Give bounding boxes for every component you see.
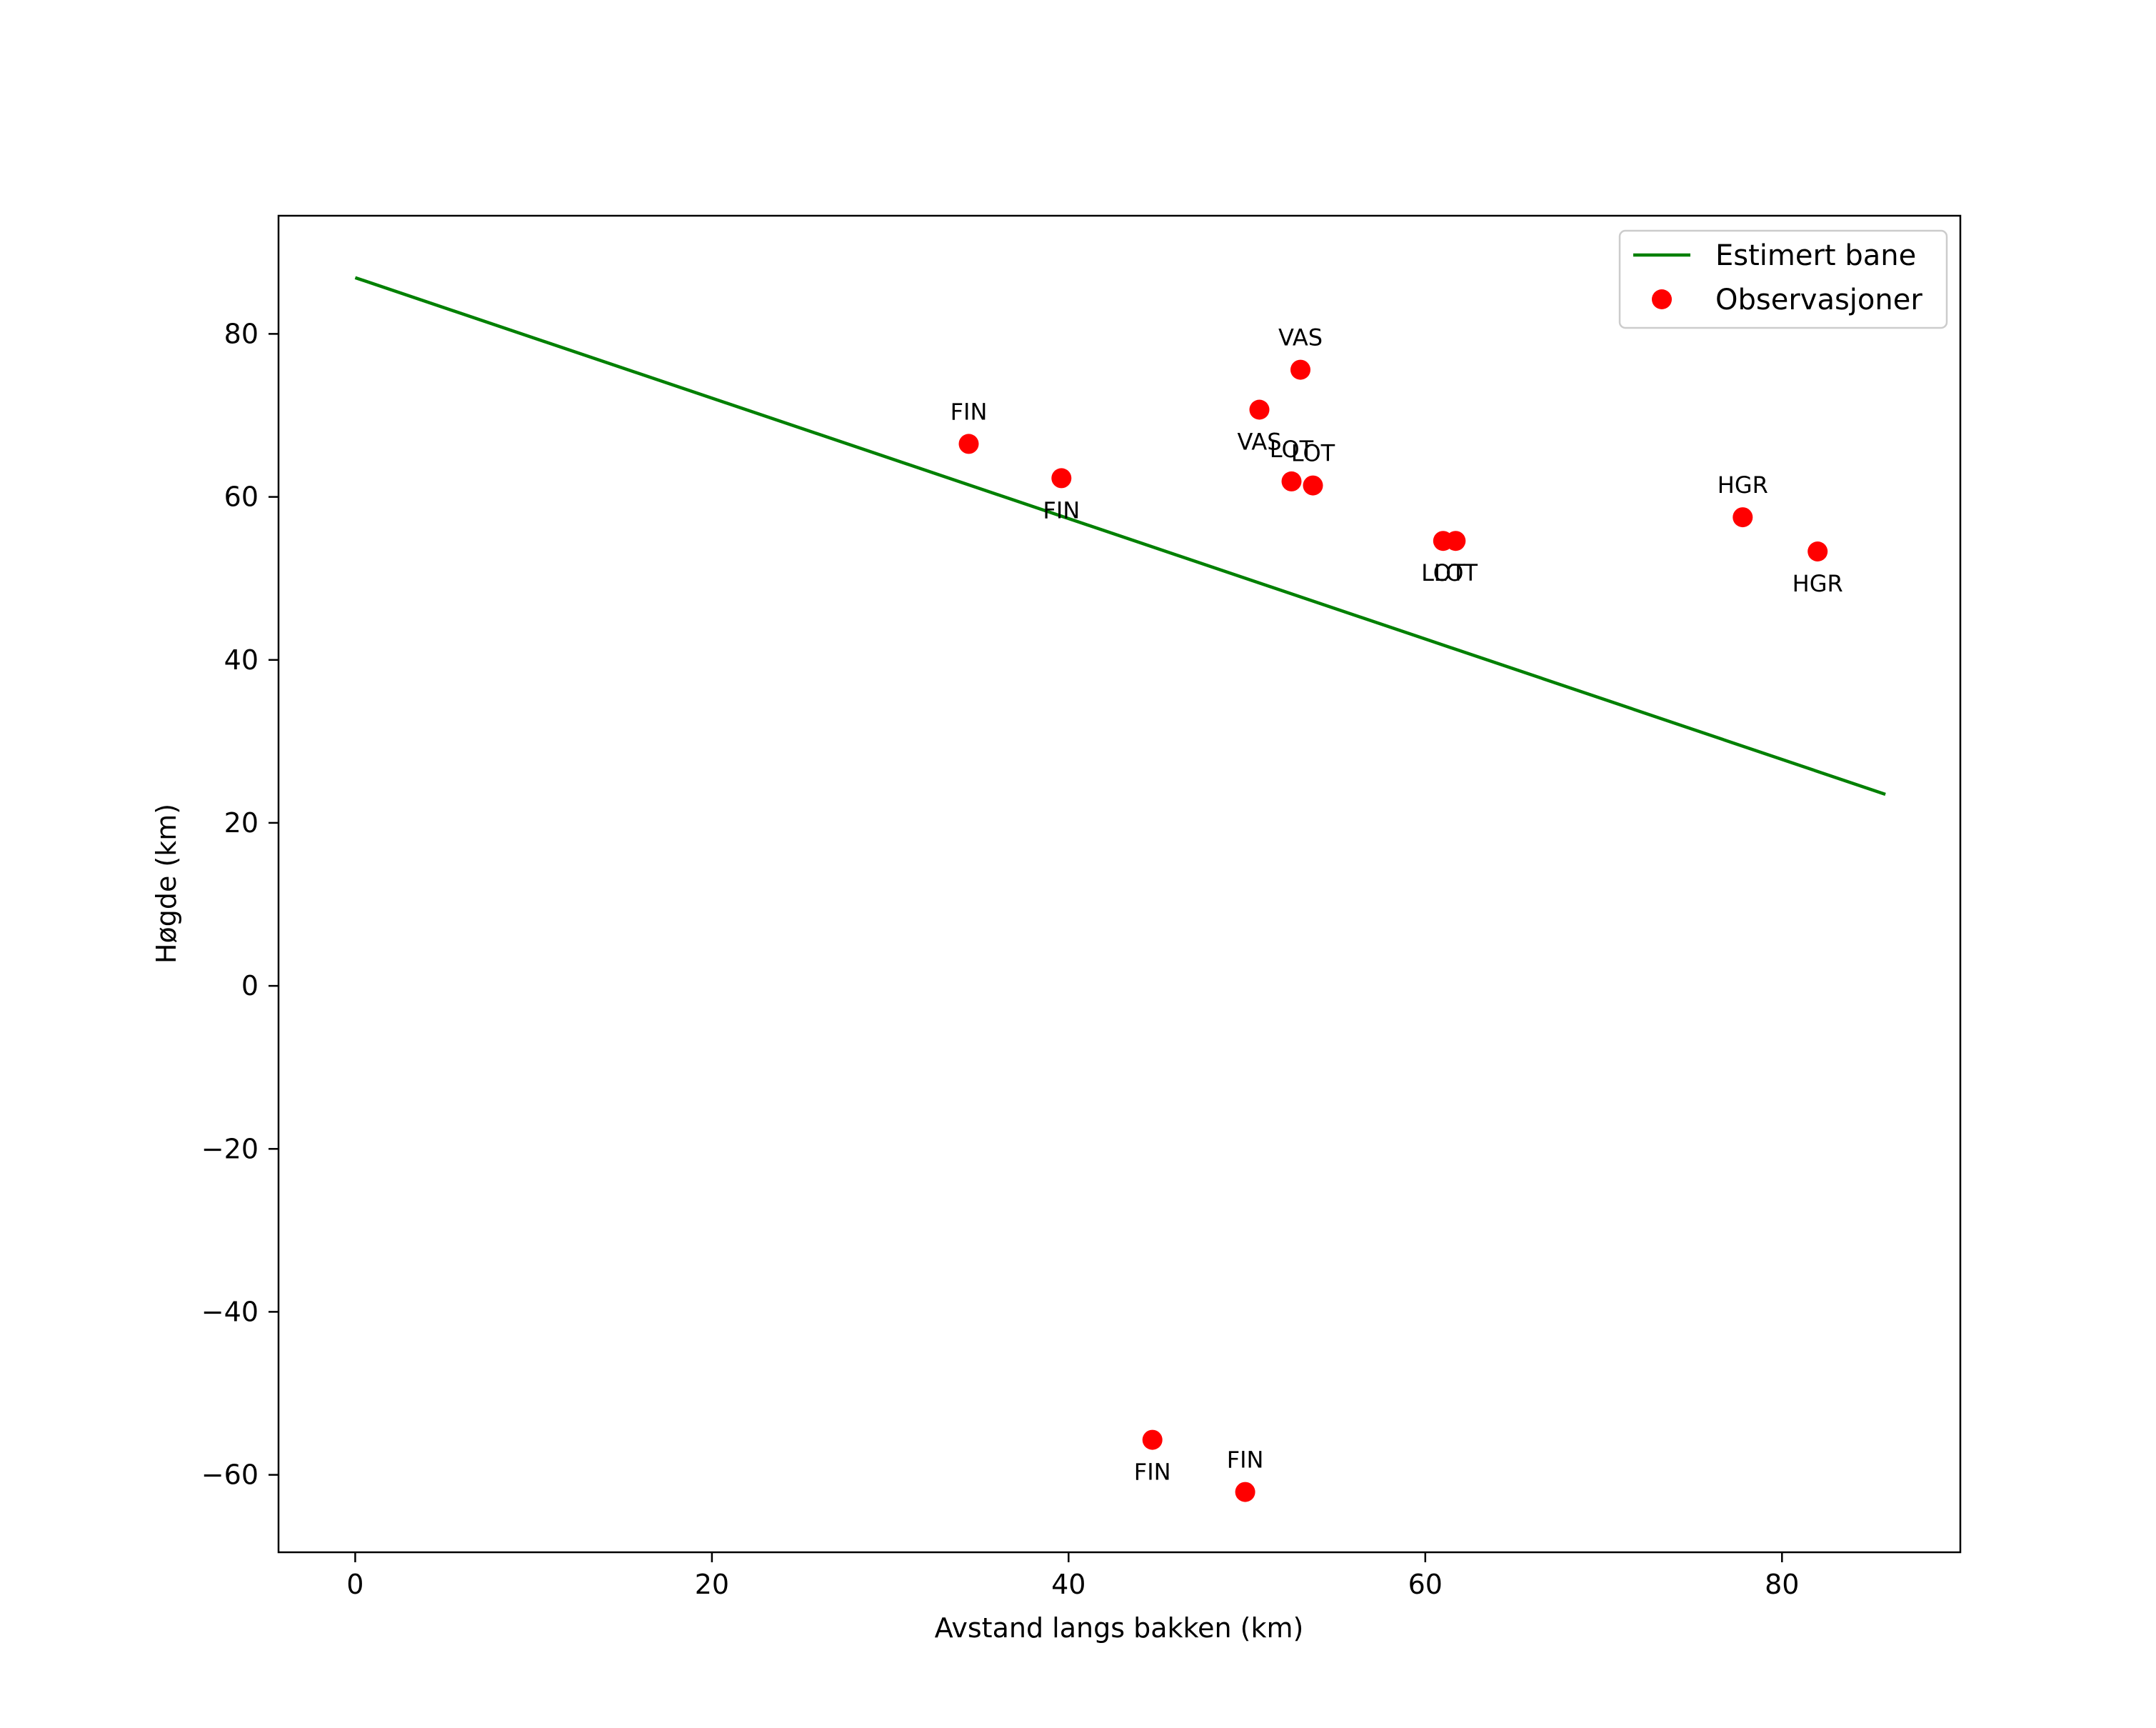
scatter-point — [1807, 541, 1828, 561]
scatter-point — [1051, 468, 1072, 489]
x-tick-label: 0 — [346, 1569, 363, 1600]
x-axis-label: Avstand langs bakken (km) — [935, 1612, 1304, 1644]
x-tick-label: 80 — [1765, 1569, 1799, 1600]
y-tick-label: 20 — [224, 807, 259, 839]
point-label: LOT — [1291, 440, 1335, 467]
point-label: FIN — [951, 398, 988, 425]
legend-label-line: Estimert bane — [1715, 239, 1916, 272]
point-label: HGR — [1793, 570, 1843, 597]
legend-label-points: Observasjoner — [1715, 284, 1922, 316]
y-tick-label: 40 — [224, 644, 259, 676]
point-label: LOT — [1270, 436, 1314, 463]
y-tick-label: −20 — [201, 1133, 259, 1164]
legend: Estimert bane Observasjoner — [1618, 229, 1948, 329]
y-tick-label: 80 — [224, 318, 259, 349]
y-tick-label: −40 — [201, 1296, 259, 1327]
axis-ticks: 0 20 40 60 80 −60 −40 −20 0 20 40 60 80 — [201, 318, 1800, 1600]
y-tick-label: 0 — [241, 970, 259, 1002]
point-label: FIN — [1227, 1447, 1264, 1474]
y-tick-label: 60 — [224, 481, 259, 513]
series-line-estimert-bane — [354, 276, 1886, 796]
point-label: HGR — [1718, 471, 1768, 499]
point-label: FIN — [1043, 496, 1080, 524]
scatter-point — [1303, 475, 1323, 496]
scatter-point — [1142, 1429, 1163, 1450]
plot-frame — [277, 214, 1962, 1554]
scatter-point — [1445, 531, 1466, 551]
x-tick-label: 20 — [695, 1569, 729, 1600]
point-label: LOT — [1421, 559, 1465, 586]
x-tick-label: 40 — [1051, 1569, 1085, 1600]
scatter-point — [1290, 359, 1310, 380]
scatter-point — [958, 434, 979, 454]
point-label: FIN — [1134, 1459, 1171, 1486]
legend-point-swatch — [1652, 289, 1672, 309]
point-label: VAS — [1237, 429, 1281, 456]
point-label: LOT — [1434, 559, 1478, 586]
scatter-point — [1281, 471, 1302, 491]
scatter-point — [1249, 399, 1270, 420]
y-tick-label: −60 — [201, 1459, 259, 1491]
legend-box — [1618, 229, 1948, 329]
scatter-point — [1235, 1482, 1255, 1502]
point-label: VAS — [1278, 324, 1323, 351]
scatter-point — [1733, 507, 1753, 528]
x-tick-label: 60 — [1408, 1569, 1443, 1600]
y-axis-label: Høgde (km) — [151, 804, 182, 964]
